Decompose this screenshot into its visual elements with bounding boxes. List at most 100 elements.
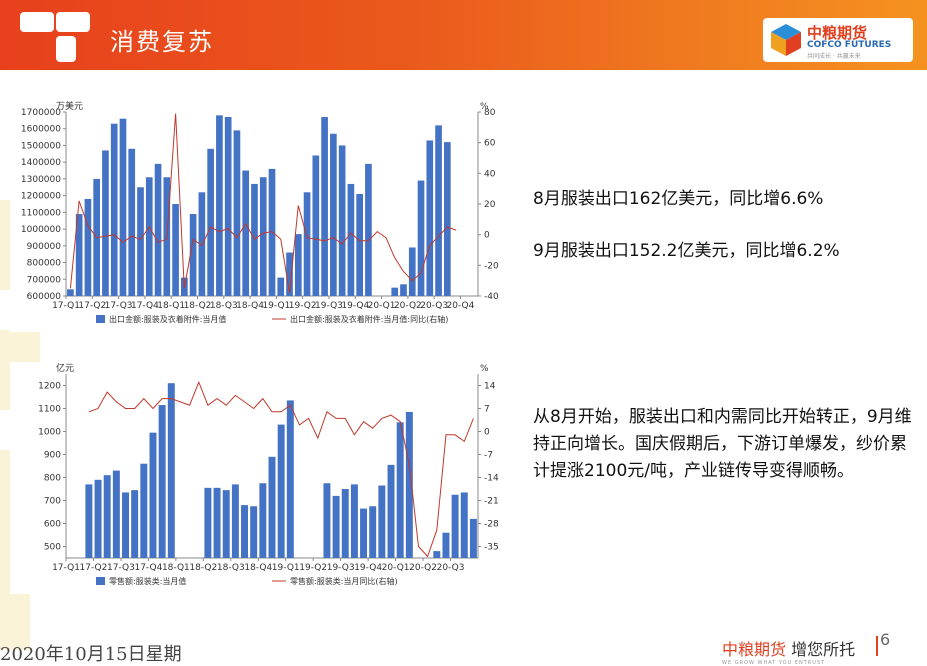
y-tick-label: 1200000 [21,192,61,202]
x-tick-label: 18-Q1 [157,301,185,311]
x-tick-label: 20-Q1 [382,563,410,573]
y-tick-label: 700 [44,497,61,507]
x-tick-label: 18-Q4 [244,563,272,573]
x-tick-label: 20-Q2 [394,301,422,311]
y-tick-label: 1300000 [21,175,61,185]
x-tick-label: 17-Q4 [131,301,159,311]
brand-en: COFCO FUTURES [807,40,892,50]
footer-logo: 中粮期货 增您所托 WE GROW WHAT YOU ENTRUST [722,636,855,666]
x-tick-label: 17-Q4 [134,563,162,573]
export-chart: 万美元% 600000 700000 800000 900000 1000000 11000… [10,100,508,332]
bar [75,214,83,296]
bar [417,180,425,296]
bar [286,400,294,558]
page-number-bar [876,636,878,656]
y2-tick-label: 0 [484,428,490,438]
x-tick-label: 18-Q2 [189,563,217,573]
bar [145,177,153,296]
y-tick-label: 600000 [27,292,62,302]
y-tick-label: 900000 [27,242,62,252]
y-tick-label: 1400000 [21,158,61,168]
y2-tick-label: 7 [484,405,490,415]
y2-tick-label: -28 [484,520,499,530]
x-tick-label: 19-Q3 [315,301,343,311]
bar [433,551,441,558]
retail-chart-svg: 亿元 % 500 600 700 800 900 1000 1100 1200 -35 -28 -21 -… [38,362,499,586]
y-tick-label: 1000 [38,428,61,438]
x-tick-label: 20-Q3 [420,301,448,311]
legend-line-label: 出口金额:服装及衣着附件:当月值:同比(右轴) [290,314,448,324]
bar [158,405,166,558]
bar [224,117,232,296]
x-tick-label: 18-Q2 [184,301,212,311]
brand-tagline: 共同成长 · 共赢未来 [807,53,861,60]
x-tick-label: 17-Q2 [80,563,108,573]
y-tick-label: 500 [44,543,61,553]
x-tick-label: 18-Q4 [236,301,264,311]
bar [154,163,162,296]
y-tick-label: 1700000 [21,108,61,118]
y2-tick-label: 14 [484,382,496,392]
footer-logo-name: 中粮期货 [722,640,787,659]
bar [94,479,102,558]
legend-bar-swatch [96,577,105,585]
bar [233,130,241,296]
bar [356,193,363,296]
bar [128,148,136,296]
bar [137,187,144,296]
bar [435,125,442,296]
x-tick-label: 17-Q3 [105,301,133,311]
series-line [88,380,474,558]
bar [268,168,276,296]
x-tick-label: 19-Q4 [354,563,382,573]
bar [451,494,459,558]
bar [242,170,250,296]
bar [387,464,395,558]
y2-tick-label: 40 [484,169,496,179]
footer-date: 2020年10月15日星期 [0,644,182,665]
export-september-note: 9月服装出口152.2亿美元，同比增6.2% [533,241,840,261]
y-tick-label: 1100 [38,405,61,415]
bar [460,492,468,558]
bar [103,475,111,558]
x-tick-label: 20-Q1 [368,301,396,311]
brand-name: 中粮期货 [807,24,868,42]
right-unit-label: % [480,102,489,112]
bar [332,495,340,558]
x-tick-label: 17-Q1 [52,563,80,573]
y2-tick-label: -35 [484,543,499,553]
left-unit-label: 万美元 [56,100,83,112]
bar [259,177,267,296]
bar [84,198,92,296]
x-tick-label: 20-Q2 [409,563,437,573]
bar [198,192,206,296]
bar [213,487,221,558]
x-tick-label: 20-Q4 [447,301,475,311]
bar [323,483,331,558]
plus-logo-icon [20,12,90,62]
bar [469,518,477,558]
bar [442,532,450,558]
y2-tick-label: -7 [484,451,493,461]
bar [67,289,74,296]
bar [172,204,179,296]
legend-bar-label: 零售额:服装类:当月值 [109,576,186,586]
bar [216,115,223,296]
footer-slogan: 增您所托 [791,640,856,659]
y2-tick-label: -20 [484,261,499,271]
y-tick-label: 700000 [27,275,62,285]
header-banner: 消费复苏 中粮期货 COFCO FUTURES 共同成长 · 共赢未来 [0,0,927,70]
export-chart-svg: 万美元 % 600000 700000 800000 900000 1000000 11000… [21,100,499,324]
bar [303,192,311,296]
y2-tick-label: -14 [484,474,499,484]
bar [140,463,148,558]
y-tick-label: 1500000 [21,141,61,151]
bar [277,277,285,296]
x-tick-label: 19-Q4 [341,301,369,311]
bar [330,133,337,296]
x-tick-label: 19-Q2 [299,563,327,573]
x-tick-label: 19-Q1 [272,563,300,573]
bar [149,432,157,558]
bar [241,505,249,558]
x-tick-label: 17-Q3 [107,563,135,573]
